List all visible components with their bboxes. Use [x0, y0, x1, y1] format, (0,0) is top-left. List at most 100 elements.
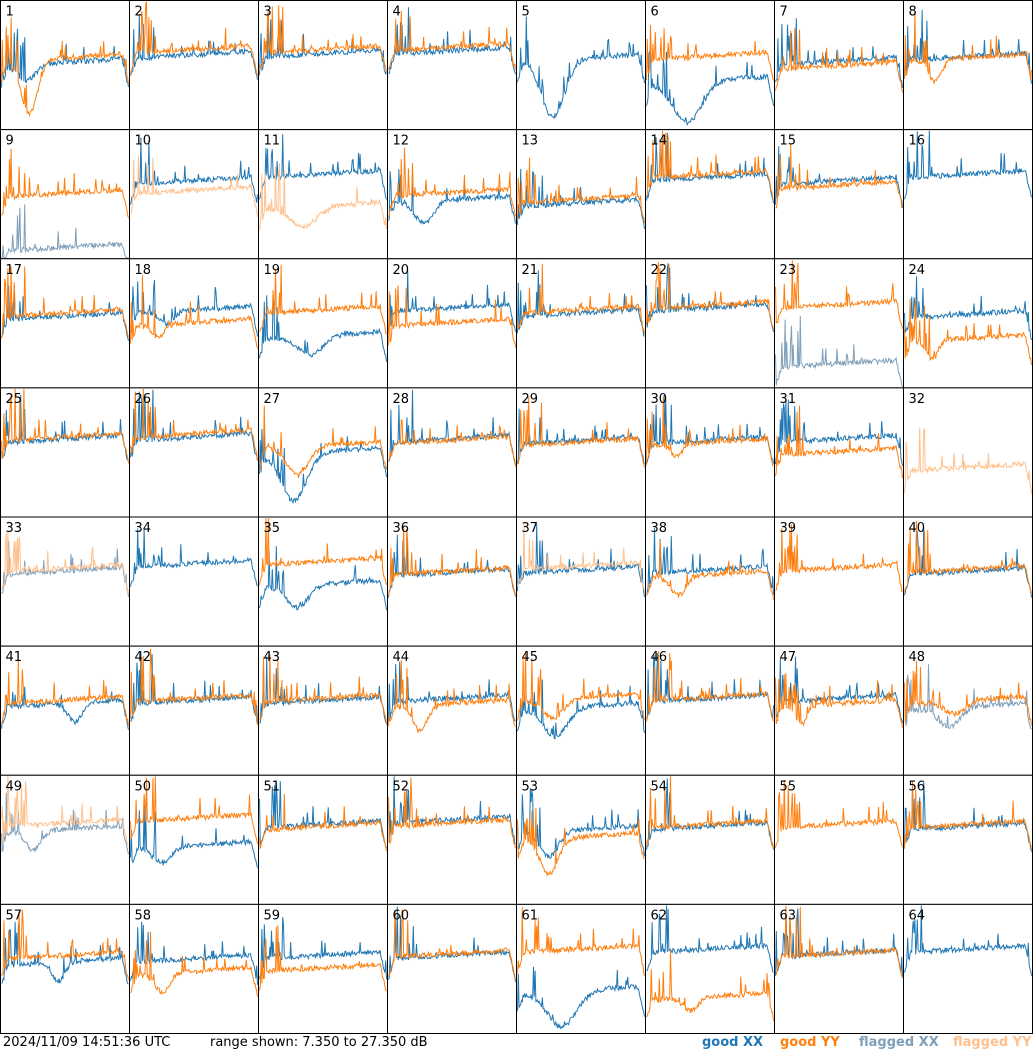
series-flagged_yy-panel-10	[130, 156, 258, 217]
panel-frame	[387, 0, 517, 131]
series-good_yy-panel-50	[130, 776, 258, 844]
panel-label: 16	[909, 134, 926, 149]
series-good_xx-panel-35	[259, 546, 387, 611]
panel-frame	[258, 645, 388, 776]
panel-62: 62	[645, 903, 775, 1034]
panel-31: 31	[774, 387, 904, 518]
panel-22: 22	[645, 258, 775, 389]
panel-42: 42	[129, 645, 259, 776]
series-good_yy-panel-44	[388, 660, 516, 734]
panel-63: 63	[774, 903, 904, 1034]
series-good_yy-panel-27	[259, 405, 387, 479]
panel-label: 51	[264, 779, 281, 794]
series-good_xx-panel-7	[775, 18, 903, 88]
panel-44: 44	[387, 645, 517, 776]
series-good_yy-panel-24	[904, 299, 1032, 366]
panel-frame	[774, 645, 904, 776]
panel-7: 7	[774, 0, 904, 131]
series-good_yy-panel-38	[646, 540, 774, 600]
panel-frame	[516, 516, 646, 647]
panel-49: 49	[0, 774, 130, 905]
series-good_yy-panel-36	[388, 525, 516, 596]
panel-frame	[258, 258, 388, 389]
panel-59: 59	[258, 903, 388, 1034]
panel-54: 54	[645, 774, 775, 905]
panel-8: 8	[903, 0, 1033, 131]
panel-label: 18	[135, 263, 152, 278]
panel-label: 32	[909, 392, 926, 407]
panel-frame	[0, 387, 130, 518]
series-good_xx-panel-11	[259, 134, 387, 200]
panel-frame	[387, 645, 517, 776]
series-good_yy-panel-14	[646, 130, 774, 199]
panel-label: 8	[909, 5, 917, 20]
panel-26: 26	[129, 387, 259, 518]
panel-14: 14	[645, 129, 775, 260]
panel-label: 63	[780, 908, 797, 923]
panel-28: 28	[387, 387, 517, 518]
panel-label: 21	[522, 263, 539, 278]
panel-label: 2	[135, 5, 143, 20]
panel-60: 60	[387, 903, 517, 1034]
series-good_xx-panel-25	[1, 394, 129, 462]
panel-9: 9	[0, 129, 130, 260]
panel-27: 27	[258, 387, 388, 518]
panel-frame	[645, 387, 775, 518]
series-good_yy-panel-15	[775, 143, 903, 209]
panel-frame	[903, 774, 1033, 905]
panel-frame	[774, 903, 904, 1034]
panel-frame	[516, 0, 646, 131]
series-flagged_yy-panel-11	[259, 163, 387, 231]
series-good_yy-panel-22	[646, 262, 774, 330]
panel-label: 39	[780, 521, 797, 536]
panel-13: 13	[516, 129, 646, 260]
series-good_yy-panel-21	[517, 263, 645, 335]
panel-label: 4	[393, 5, 401, 20]
panel-3: 3	[258, 0, 388, 131]
panel-label: 49	[6, 779, 23, 794]
series-good_yy-panel-6	[646, 24, 774, 81]
panel-34: 34	[129, 516, 259, 647]
panel-frame	[129, 645, 259, 776]
panel-frame	[645, 129, 775, 260]
panel-label: 25	[6, 392, 23, 407]
panel-label: 3	[264, 5, 272, 20]
series-good_yy-panel-31	[775, 405, 903, 479]
series-flagged_yy-panel-33	[1, 531, 129, 593]
series-good_xx-panel-46	[646, 653, 774, 720]
panel-label: 54	[651, 779, 668, 794]
series-good_xx-panel-29	[517, 408, 645, 464]
panel-frame	[516, 903, 646, 1034]
panel-label: 33	[6, 521, 23, 536]
panel-frame	[516, 387, 646, 518]
panel-40: 40	[903, 516, 1033, 647]
series-good_xx-panel-12	[388, 169, 516, 225]
panel-24: 24	[903, 258, 1033, 389]
series-good_yy-panel-63	[775, 905, 903, 978]
panel-29: 29	[516, 387, 646, 518]
panel-frame	[258, 903, 388, 1034]
panel-label: 36	[393, 521, 410, 536]
panel-39: 39	[774, 516, 904, 647]
timestamp: 2024/11/09 14:51:36 UTC	[3, 1035, 171, 1050]
panel-label: 9	[6, 134, 14, 149]
series-good_xx-panel-57	[1, 919, 129, 985]
series-good_yy-panel-17	[1, 266, 129, 339]
panel-frame	[0, 258, 130, 389]
panel-label: 40	[909, 521, 926, 536]
legend-flagged-yy: flagged YY	[953, 1035, 1032, 1050]
series-good_yy-panel-35	[259, 517, 387, 585]
panel-46: 46	[645, 645, 775, 776]
series-good_yy-panel-23	[775, 260, 903, 329]
panel-label: 30	[651, 392, 668, 407]
panel-label: 14	[651, 134, 668, 149]
panel-16: 16	[903, 129, 1033, 260]
panel-frame	[903, 258, 1033, 389]
panel-30: 30	[645, 387, 775, 518]
series-good_yy-panel-48	[904, 660, 1032, 726]
series-good_xx-panel-47	[775, 656, 903, 724]
panel-50: 50	[129, 774, 259, 905]
series-good_yy-panel-13	[517, 157, 645, 224]
series-good_yy-panel-62	[646, 949, 774, 1021]
series-flagged_yy-panel-32	[904, 427, 1032, 494]
